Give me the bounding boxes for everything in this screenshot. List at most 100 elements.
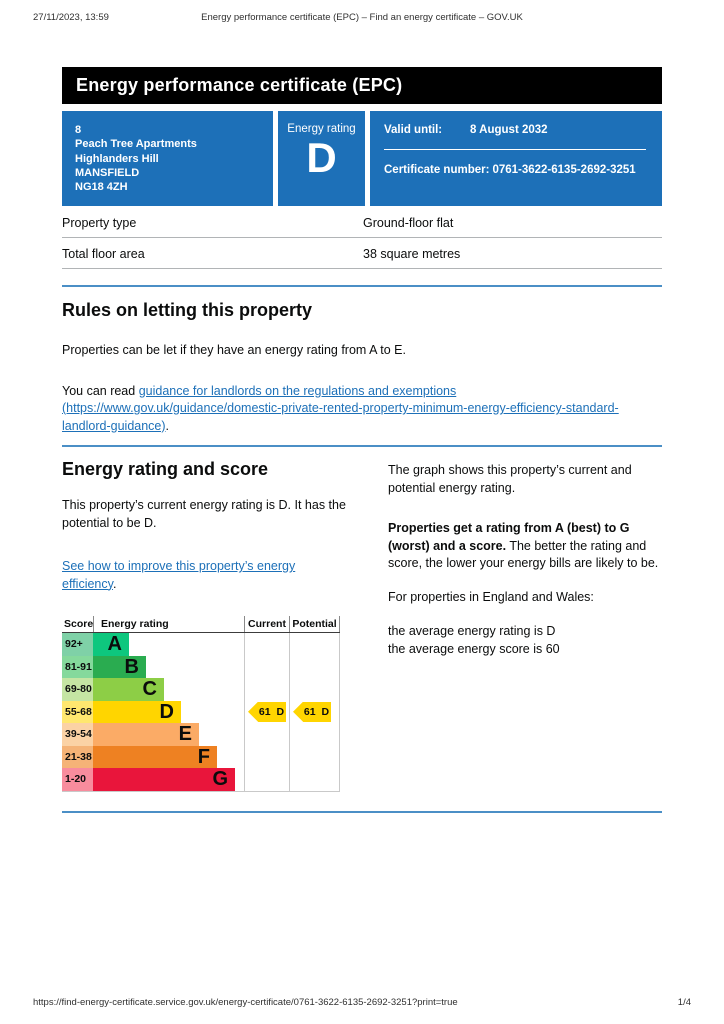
rating-explanation-bold: Properties get a rating from A (best) to… <box>388 521 630 553</box>
current-column-header: Current <box>244 616 289 632</box>
rating-column-header: Energy rating <box>93 616 244 632</box>
property-row-label: Total floor area <box>62 247 145 261</box>
epc-band-row: 55-68 D <box>62 700 340 723</box>
current-rating-paragraph: This property’s current energy rating is… <box>62 498 346 530</box>
band-letter: A <box>107 633 122 655</box>
band-bar: C <box>93 678 164 701</box>
band-score-range: 92+ <box>62 633 93 656</box>
band-letter: D <box>159 700 174 723</box>
current-score: 61 <box>258 705 271 718</box>
region-paragraph: For properties in England and Wales: <box>388 589 594 604</box>
address-line: Highlanders Hill <box>75 152 159 165</box>
rating-explanation-paragraph: Properties get a rating from A (best) to… <box>388 520 662 573</box>
epc-chart-header: Score Energy rating Current Potential <box>62 616 340 633</box>
letting-guidance-paragraph: You can read guidance for landlords on t… <box>62 383 660 436</box>
rating-explanation-rest: The better the rating and score, the low… <box>388 538 659 571</box>
band-score-range: 81-91 <box>62 655 93 678</box>
print-page-indicator: 1/4 <box>677 997 691 1008</box>
epc-rating-chart: Score Energy rating Current Potential 92… <box>62 616 340 792</box>
potential-band: D <box>321 705 330 718</box>
property-row-value: 38 square metres <box>363 247 461 261</box>
band-score-range: 1-20 <box>62 768 93 791</box>
band-letter: E <box>178 723 192 745</box>
improve-efficiency-paragraph: See how to improve this property’s energ… <box>62 558 342 593</box>
rating-section-right-column: The graph shows this property’s current … <box>388 459 662 792</box>
valid-until-date: 8 August 2032 <box>470 124 548 136</box>
address-line: MANSFIELD <box>75 166 140 179</box>
property-row: Total floor area 38 square metres <box>62 238 662 269</box>
current-band: D <box>276 705 285 718</box>
average-line: the average energy rating is D <box>388 624 556 638</box>
rating-section-heading: Energy rating and score <box>62 459 269 479</box>
address: 8 Peach Tree Apartments Highlanders Hill MA… <box>62 111 273 206</box>
potential-column-header: Potential <box>289 616 340 632</box>
letting-rules-paragraph: Properties can be let if they have an en… <box>62 343 406 357</box>
epc-band-row: 69-80 C <box>62 678 340 701</box>
epc-band-row: 81-91 B <box>62 655 340 678</box>
section-divider <box>62 445 662 447</box>
energy-rating-section: Energy rating and score This property’s … <box>62 459 662 792</box>
certificate-summary-box: 8 Peach Tree Apartments Highlanders Hill MA… <box>62 111 662 206</box>
potential-rating-arrow: 61 D <box>293 701 331 722</box>
epc-band-row: 92+ A <box>62 633 340 656</box>
band-letter: C <box>142 678 157 700</box>
valid-until-label: Valid until: <box>384 124 443 136</box>
property-row-label: Property type <box>62 216 137 230</box>
property-row-value: Ground-floor flat <box>363 216 454 230</box>
print-page-title: Energy performance certificate (EPC) – F… <box>201 12 523 23</box>
band-letter: G <box>212 768 228 790</box>
certificate-content: Energy performance certificate (EPC) 8 Pe… <box>62 67 662 813</box>
address-line: 8 <box>75 124 82 136</box>
band-bar: B <box>93 655 146 678</box>
letting-rules-heading: Rules on letting this property <box>62 300 313 320</box>
energy-rating-panel: Energy rating D <box>278 111 365 206</box>
print-datetime: 27/11/2023, 13:59 <box>33 12 109 23</box>
band-score-range: 69-80 <box>62 678 93 701</box>
validity-panel: Valid until: 8 August 2032 Certificate nu… <box>370 111 662 206</box>
guidance-link-suffix: . <box>165 418 170 433</box>
print-footer-url: https://find-energy-certificate.service.… <box>33 997 458 1008</box>
property-row: Property type Ground-floor flat <box>62 207 662 238</box>
band-bar: D <box>93 700 181 723</box>
band-score-range: 21-38 <box>62 745 93 768</box>
band-bar: E <box>93 723 199 746</box>
certificate-number-value: 0761-3622-6135-2692-3251 <box>492 164 636 176</box>
certificate-number-row: Certificate number: 0761-3622-6135-2692-3… <box>384 164 648 176</box>
potential-score: 61 <box>303 705 316 718</box>
improve-efficiency-link[interactable]: See how to improve this property’s energ… <box>62 559 296 591</box>
band-bar: A <box>93 633 129 656</box>
energy-rating-label: Energy rating <box>287 123 356 135</box>
band-score-range: 39-54 <box>62 723 93 746</box>
epc-band-row: 39-54 E <box>62 723 340 746</box>
average-line: the average energy score is 60 <box>388 641 560 656</box>
band-letter: F <box>197 745 210 768</box>
rating-section-left-column: Energy rating and score This property’s … <box>62 459 388 792</box>
chart-right-border <box>339 633 340 791</box>
landlord-guidance-link[interactable]: guidance for landlords on the regulation… <box>62 383 619 433</box>
band-bar: G <box>93 768 235 791</box>
score-column-header: Score <box>64 618 94 630</box>
property-details-table: Property type Ground-floor flat Total floo… <box>62 207 662 269</box>
potential-column-border <box>289 633 290 791</box>
average-lines: the average energy rating is D the averag… <box>388 623 662 658</box>
epc-chart-rows: 92+ A 81-91 B 69-80 C 55-68 D 39-54 E 21-38 F 1-20 G <box>62 633 340 791</box>
guidance-link-prefix: You can read <box>62 383 139 398</box>
section-divider <box>62 810 662 813</box>
band-letter: B <box>124 655 139 678</box>
certificate-banner: Energy performance certificate (EPC) <box>62 67 662 104</box>
valid-until-row: Valid until: 8 August 2032 <box>384 124 648 136</box>
browser-print-header: 27/11/2023, 13:59 Energy performance cer… <box>0 12 724 23</box>
improve-link-suffix: . <box>112 576 117 591</box>
address-line: Peach Tree Apartments <box>75 138 197 151</box>
graph-intro-paragraph: The graph shows this property’s current … <box>388 463 632 495</box>
energy-rating-value: D <box>306 134 337 181</box>
certificate-number-label: Certificate number: <box>384 164 490 176</box>
validity-divider <box>384 149 646 150</box>
address-line: NG18 4ZH <box>75 181 128 194</box>
epc-band-row: 1-20 G <box>62 768 340 791</box>
band-bar: F <box>93 745 217 768</box>
letting-rules-section: Rules on letting this property Propertie… <box>62 300 662 435</box>
current-rating-arrow: 61 D <box>248 701 286 722</box>
epc-band-row: 21-38 F <box>62 745 340 768</box>
